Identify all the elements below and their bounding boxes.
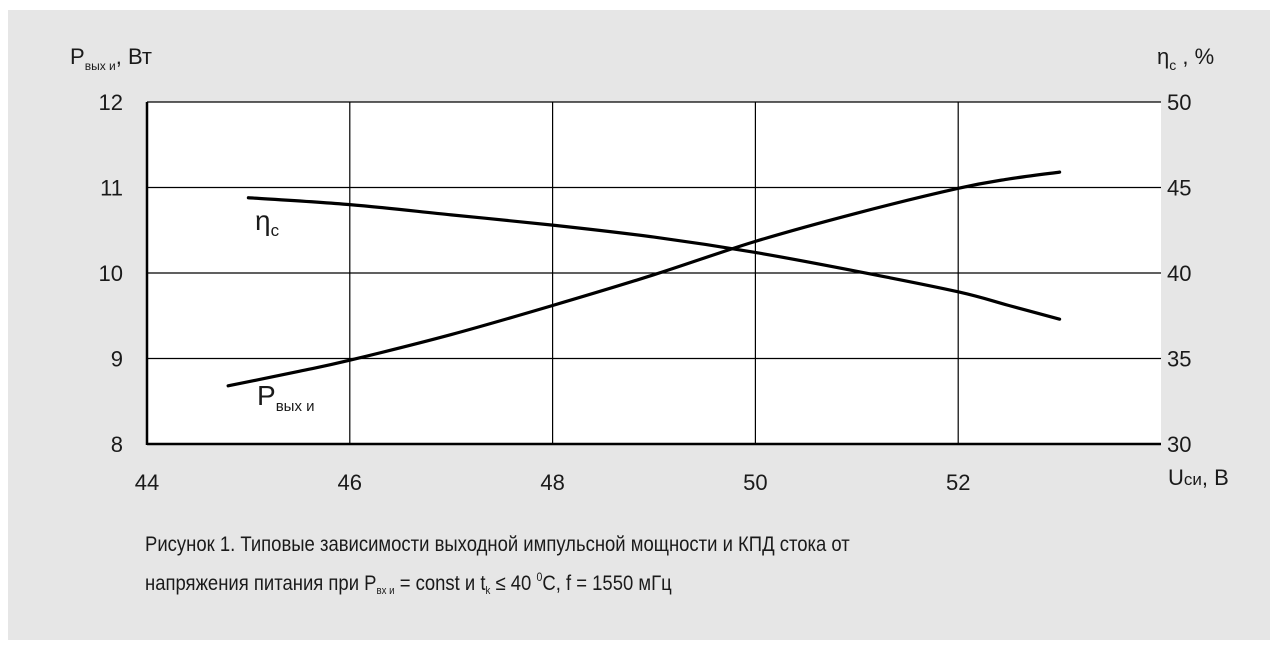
axis-titles: Pвых и, Вт ηс , % Uси, В bbox=[70, 44, 1229, 490]
axes bbox=[145, 102, 1161, 446]
x-axis-title: Uси, В bbox=[1168, 465, 1229, 490]
y-left-tick-label: 8 bbox=[111, 432, 123, 457]
y-left-title: Pвых и, Вт bbox=[70, 44, 152, 73]
x-tick-label: 44 bbox=[135, 470, 159, 495]
y-right-tick-label: 50 bbox=[1167, 90, 1191, 115]
series-label-eta: ηс bbox=[255, 205, 280, 240]
caption-sup: 0 bbox=[536, 570, 543, 584]
x-tick-label: 48 bbox=[540, 470, 564, 495]
y-right-tick-label: 35 bbox=[1167, 347, 1191, 372]
series-line-pout bbox=[226, 170, 1062, 388]
y-left-tick-label: 11 bbox=[100, 176, 123, 201]
x-tick-label: 46 bbox=[338, 470, 362, 495]
y-left-tick-label: 9 bbox=[111, 347, 123, 372]
caption-prefix: напряжения питания при P bbox=[145, 572, 377, 595]
caption-mid-2: ≤ 40 bbox=[490, 572, 537, 595]
figure-caption: Рисунок 1. Типовые зависимости выходной … bbox=[145, 528, 1025, 608]
caption-sub-2: k bbox=[485, 585, 491, 597]
tick-labels: 44 46 48 50 52 8 9 10 11 12 30 35 40 45 50 bbox=[99, 90, 1192, 495]
caption-sub-1: вх и bbox=[376, 585, 395, 597]
caption-suffix: C, f = 1550 мГц bbox=[542, 572, 672, 595]
x-tick-label: 52 bbox=[946, 470, 970, 495]
x-tick-label: 50 bbox=[743, 470, 767, 495]
y-left-tick-label: 12 bbox=[99, 90, 123, 115]
grid-lines bbox=[147, 101, 1161, 444]
y-left-tick-label: 10 bbox=[99, 261, 123, 286]
caption-line-1: Рисунок 1. Типовые зависимости выходной … bbox=[145, 533, 850, 556]
y-right-title: ηс , % bbox=[1157, 44, 1214, 73]
series-line-eta bbox=[246, 196, 1062, 321]
y-right-tick-label: 30 bbox=[1167, 432, 1191, 457]
y-right-tick-label: 40 bbox=[1167, 261, 1191, 286]
caption-line-2: напряжения питания при Pвх и = const и t… bbox=[145, 561, 1025, 608]
y-right-tick-label: 45 bbox=[1167, 176, 1191, 201]
series-label-pout: Pвых и bbox=[257, 380, 314, 415]
series-curves: Pвых и ηс bbox=[226, 170, 1062, 415]
caption-mid: = const и t bbox=[394, 572, 486, 595]
